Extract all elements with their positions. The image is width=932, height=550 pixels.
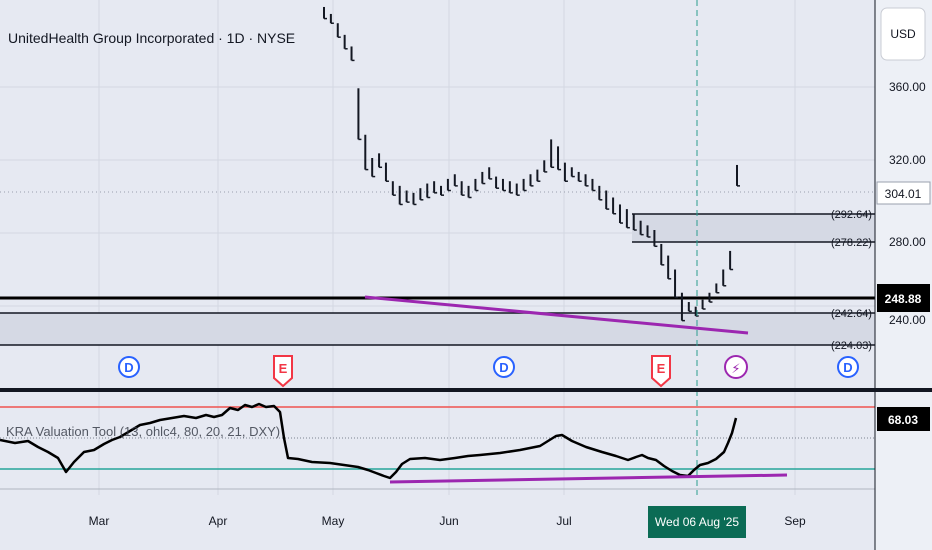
price-trendline[interactable] [364,295,749,335]
dividend-marker-label: D [124,360,133,375]
vertical-grid [98,0,796,495]
currency-label: USD [890,27,916,41]
price-tick-label: 360.00 [889,80,926,94]
earnings-marker-1[interactable]: E [273,355,293,388]
pane-separator[interactable] [0,388,932,392]
time-axis-labels: Mar Apr May Jun Jul Sep Wed 06 Aug '25 [89,506,806,538]
crosshair-date-badge [648,506,746,538]
time-tick-label: Sep [784,514,806,528]
indicator-trendline[interactable] [389,473,788,484]
indicator-value-badge [877,407,930,431]
time-tick-label: Apr [209,514,228,528]
level-lines [0,213,875,346]
level-labels: (292.64) (278.22) (242.64) (224.03) [831,209,872,352]
indicator-label[interactable]: KRA Valuation Tool (13, ohlc4, 80, 20, 2… [6,424,280,439]
price-tick-label: 240.00 [889,313,926,327]
event-markers: D E D E ⚡ D [118,355,859,388]
resistance-zone [632,214,875,242]
crosshair-date: Wed 06 Aug '25 [655,515,739,529]
lightning-icon: ⚡ [731,362,740,377]
price-axis-labels: USD 360.00 320.00 280.00 240.00 304.01 2… [876,7,931,431]
price-tick-label: 280.00 [889,235,926,249]
last-price-value: 304.01 [885,187,922,201]
time-tick-label: May [322,514,345,528]
dividend-marker-label: D [843,360,852,375]
indicator-value: 68.03 [888,413,918,427]
price-axis[interactable] [875,0,932,550]
split-marker[interactable]: ⚡ [724,355,748,379]
level-label-2: (278.22) [831,237,872,249]
price-tick-label: 320.00 [889,153,926,167]
level-label-4: (224.03) [831,340,872,352]
level-label-3: (242.64) [831,308,872,320]
time-tick-label: Mar [89,514,110,528]
candles [323,6,740,322]
last-price-badge [876,181,931,205]
current-price-value: 248.88 [885,292,922,306]
support-zone [0,313,875,345]
dividend-marker-3[interactable]: D [837,356,859,378]
earnings-marker-label: E [279,361,288,376]
indicator-pane[interactable] [0,392,875,495]
chart-title: UnitedHealth Group Incorporated · 1D · N… [8,30,295,46]
dividend-marker-2[interactable]: D [493,356,515,378]
earnings-marker-2[interactable]: E [651,355,671,388]
horizontal-grid [0,86,875,307]
currency-button[interactable] [880,7,926,61]
current-price-badge [877,284,930,312]
indicator-line [0,402,738,480]
dividend-marker-1[interactable]: D [118,356,140,378]
level-label-1: (292.64) [831,209,872,221]
earnings-marker-label: E [657,361,666,376]
time-tick-label: Jun [439,514,458,528]
time-tick-label: Jul [556,514,571,528]
dividend-marker-label: D [499,360,508,375]
